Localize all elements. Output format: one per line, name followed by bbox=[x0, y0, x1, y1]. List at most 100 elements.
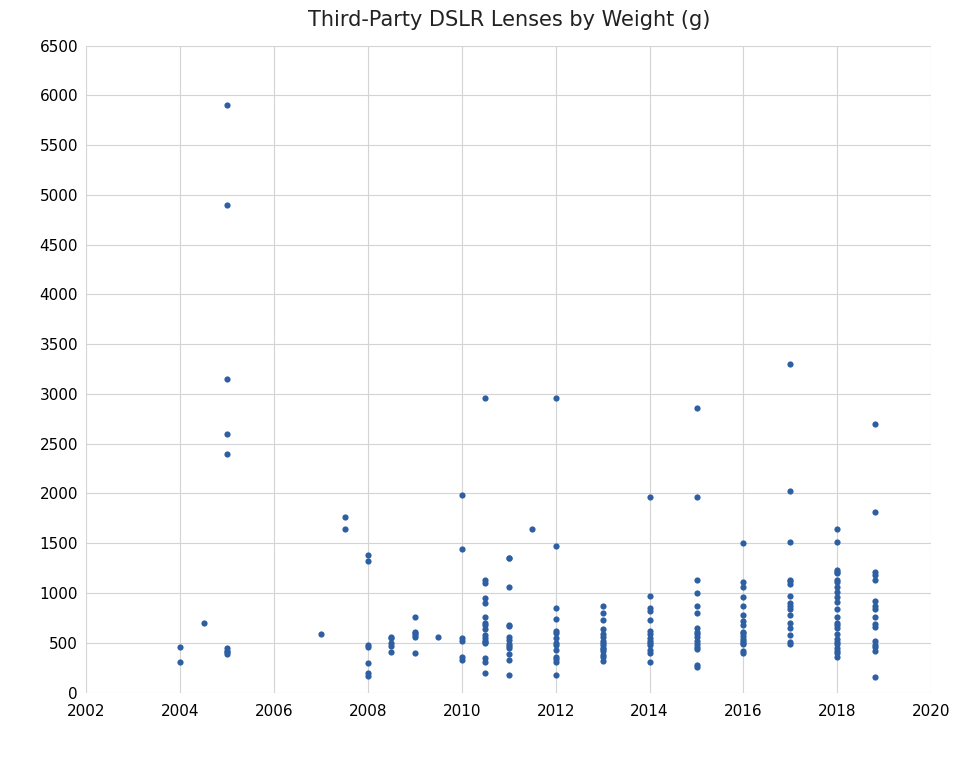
Point bbox=[829, 616, 845, 629]
Point bbox=[867, 611, 882, 623]
Point bbox=[829, 645, 845, 657]
Point bbox=[501, 581, 516, 593]
Point bbox=[782, 609, 798, 621]
Point bbox=[548, 625, 564, 637]
Point bbox=[829, 566, 845, 578]
Point bbox=[173, 641, 188, 653]
Point bbox=[782, 603, 798, 615]
Point bbox=[867, 574, 882, 586]
Point bbox=[384, 645, 399, 658]
Point bbox=[478, 635, 493, 648]
Point bbox=[220, 199, 235, 211]
Point bbox=[454, 543, 469, 556]
Point bbox=[595, 642, 611, 654]
Point bbox=[867, 618, 882, 630]
Point bbox=[173, 655, 188, 667]
Point bbox=[642, 632, 658, 644]
Point bbox=[867, 670, 882, 683]
Point bbox=[689, 574, 705, 586]
Point bbox=[782, 590, 798, 602]
Point bbox=[689, 638, 705, 650]
Point bbox=[548, 632, 564, 644]
Point bbox=[548, 655, 564, 667]
Point bbox=[407, 627, 422, 639]
Point bbox=[196, 616, 211, 629]
Point bbox=[735, 635, 751, 647]
Point bbox=[735, 626, 751, 638]
Point bbox=[867, 621, 882, 633]
Point bbox=[478, 622, 493, 635]
Point bbox=[867, 635, 882, 647]
Point bbox=[689, 492, 705, 504]
Point bbox=[735, 627, 751, 639]
Point bbox=[689, 622, 705, 634]
Point bbox=[478, 592, 493, 604]
Point bbox=[595, 628, 611, 640]
Point bbox=[829, 574, 845, 586]
Point bbox=[478, 392, 493, 404]
Point bbox=[689, 587, 705, 599]
Point bbox=[735, 576, 751, 588]
Point bbox=[220, 373, 235, 385]
Point bbox=[548, 540, 564, 552]
Point bbox=[501, 648, 516, 660]
Point bbox=[501, 552, 516, 564]
Point bbox=[478, 632, 493, 644]
Point bbox=[829, 635, 845, 648]
Point bbox=[782, 358, 798, 370]
Point bbox=[407, 629, 422, 641]
Point bbox=[220, 428, 235, 440]
Point bbox=[829, 642, 845, 654]
Point bbox=[478, 574, 493, 586]
Point bbox=[595, 642, 611, 654]
Point bbox=[595, 637, 611, 649]
Point bbox=[220, 447, 235, 460]
Point bbox=[689, 658, 705, 670]
Point bbox=[735, 638, 751, 650]
Point bbox=[548, 392, 564, 404]
Point bbox=[454, 651, 469, 663]
Point bbox=[642, 492, 658, 504]
Point bbox=[735, 632, 751, 645]
Point bbox=[478, 651, 493, 664]
Point bbox=[642, 635, 658, 647]
Point bbox=[782, 537, 798, 549]
Point bbox=[829, 622, 845, 634]
Point bbox=[829, 581, 845, 593]
Point bbox=[829, 638, 845, 650]
Point bbox=[829, 524, 845, 536]
Point bbox=[337, 511, 352, 524]
Point bbox=[407, 631, 422, 643]
Point bbox=[689, 628, 705, 640]
Point bbox=[595, 622, 611, 635]
Point bbox=[829, 596, 845, 608]
Point bbox=[501, 631, 516, 643]
Point bbox=[782, 574, 798, 586]
Point bbox=[478, 616, 493, 629]
Point bbox=[501, 619, 516, 632]
Point bbox=[867, 566, 882, 578]
Point bbox=[642, 637, 658, 649]
Point bbox=[829, 567, 845, 579]
Point bbox=[220, 645, 235, 658]
Point bbox=[735, 581, 751, 593]
Point bbox=[642, 644, 658, 656]
Point bbox=[867, 645, 882, 657]
Point bbox=[782, 635, 798, 648]
Point bbox=[689, 661, 705, 673]
Point bbox=[829, 628, 845, 640]
Point bbox=[735, 537, 751, 549]
Point bbox=[548, 644, 564, 656]
Point bbox=[829, 651, 845, 663]
Point bbox=[360, 667, 375, 679]
Point bbox=[689, 642, 705, 654]
Point bbox=[548, 651, 564, 663]
Point bbox=[478, 637, 493, 649]
Point bbox=[689, 635, 705, 647]
Point bbox=[829, 603, 845, 615]
Point bbox=[782, 616, 798, 629]
Point bbox=[595, 607, 611, 619]
Point bbox=[829, 576, 845, 588]
Point bbox=[829, 619, 845, 631]
Point bbox=[501, 634, 516, 646]
